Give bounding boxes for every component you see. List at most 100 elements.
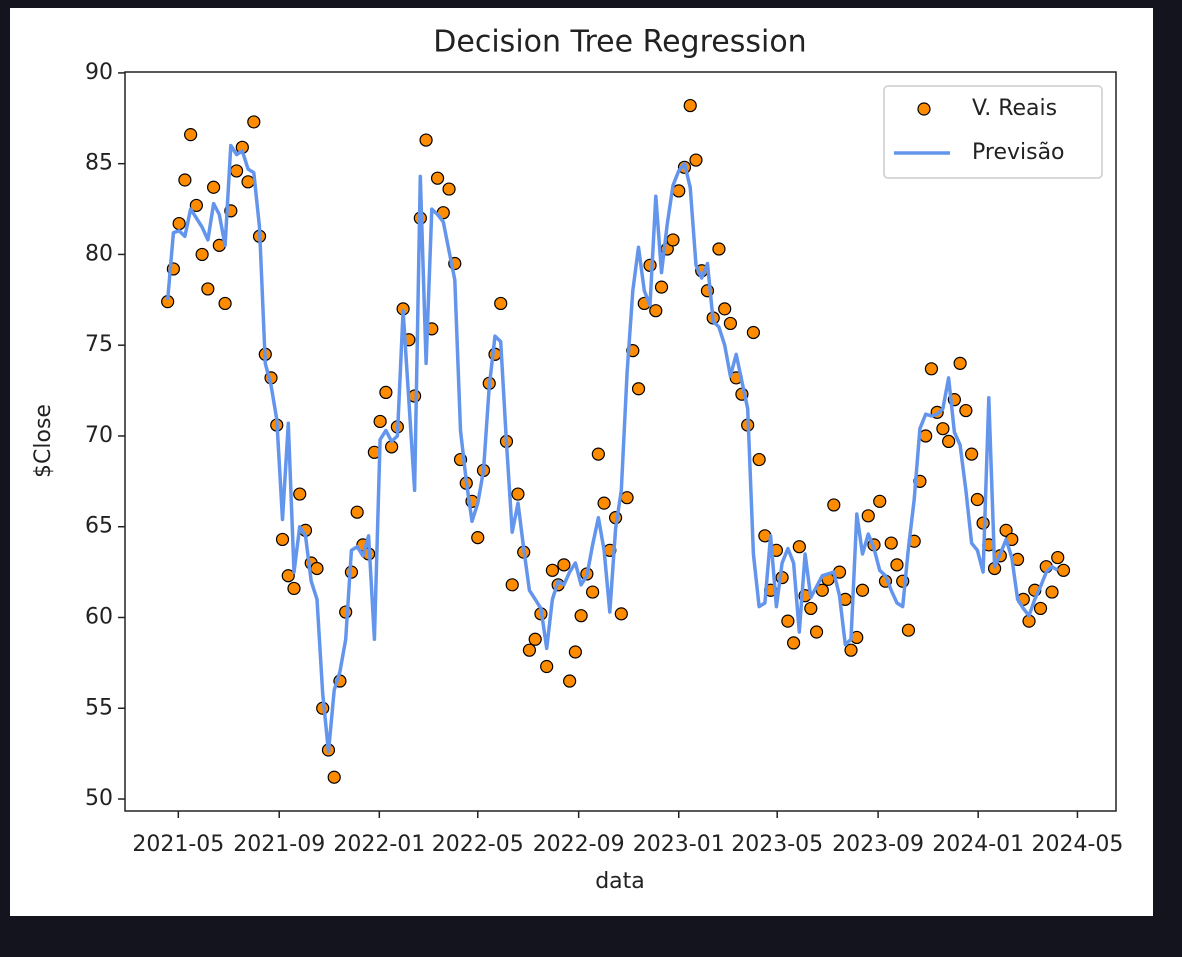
data-point: [786, 636, 801, 650]
line-series: [165, 143, 1059, 754]
data-point: [373, 414, 387, 429]
data-point: [884, 536, 898, 550]
data-point: [746, 325, 760, 340]
data-point: [666, 233, 680, 247]
data-point: [804, 601, 818, 616]
data-point: [953, 356, 967, 370]
data-point: [471, 531, 485, 545]
x-tick-label: 2022-09: [533, 832, 625, 857]
y-tick-label: 80: [85, 241, 113, 266]
data-point: [419, 133, 433, 147]
data-point: [781, 614, 795, 628]
x-tick-label: 2021-05: [132, 832, 224, 857]
y-tick-label: 60: [85, 604, 113, 629]
y-tick-label: 50: [85, 786, 113, 811]
data-point: [792, 540, 806, 554]
data-point: [442, 182, 456, 196]
data-point: [809, 625, 824, 639]
data-point: [195, 247, 209, 262]
data-point: [505, 578, 519, 592]
data-point: [591, 447, 605, 461]
data-point: [494, 296, 508, 311]
data-point: [890, 558, 904, 572]
data-point: [919, 429, 933, 443]
data-point: [522, 643, 537, 657]
data-point: [942, 434, 956, 449]
y-tick-label: 90: [85, 60, 113, 85]
data-point: [597, 496, 611, 510]
data-point: [827, 498, 841, 512]
data-point: [184, 128, 198, 142]
legend-box: [883, 85, 1103, 179]
data-point: [563, 674, 577, 688]
data-point: [959, 403, 973, 418]
data-point: [631, 382, 646, 396]
x-tick-label: 2021-09: [233, 832, 325, 857]
data-point: [229, 164, 244, 178]
data-point: [643, 258, 657, 272]
data-point: [901, 623, 916, 637]
data-point: [844, 643, 858, 657]
data-point: [201, 282, 215, 296]
x-tick-label: 2024-01: [932, 832, 1024, 857]
data-point: [293, 487, 307, 501]
data-point: [189, 198, 203, 213]
data-point: [683, 98, 697, 113]
data-point: [350, 505, 364, 519]
legend: V. Reais Previsão: [883, 85, 1103, 179]
data-point: [649, 304, 663, 318]
data-point: [752, 452, 766, 467]
data-point: [540, 659, 554, 674]
data-point: [568, 645, 582, 659]
x-tick-label: 2024-05: [1031, 832, 1123, 857]
data-point: [620, 491, 634, 505]
data-point: [723, 316, 738, 331]
x-tick-label: 2023-09: [832, 832, 924, 857]
data-point: [430, 171, 445, 185]
x-tick-label: 2022-01: [333, 832, 425, 857]
x-tick-label: 2023-05: [731, 832, 823, 857]
data-point: [614, 607, 628, 621]
data-point: [241, 175, 255, 189]
x-tick-label: 2022-05: [432, 832, 524, 857]
data-point: [1045, 585, 1059, 599]
data-point: [327, 770, 341, 784]
y-axis-label: $Close: [31, 404, 56, 478]
data-point: [654, 280, 669, 294]
data-point: [178, 173, 192, 187]
data-point: [861, 509, 875, 523]
data-point: [689, 153, 703, 167]
axes-frame: [124, 71, 1117, 812]
x-tick-label: 2023-01: [633, 832, 725, 857]
data-point: [936, 422, 950, 436]
x-axis-label: data: [595, 869, 645, 894]
data-point: [287, 581, 301, 596]
y-tick-label: 65: [85, 514, 113, 539]
data-point: [924, 362, 939, 376]
data-point: [545, 563, 560, 577]
legend-swatch: [917, 102, 931, 116]
legend-label: Previsão: [972, 140, 1065, 165]
data-point: [873, 494, 887, 508]
data-point: [1056, 563, 1071, 577]
data-point: [712, 242, 726, 256]
data-point: [528, 632, 542, 646]
legend-label: V. Reais: [972, 96, 1057, 121]
data-point: [281, 569, 295, 583]
data-point: [586, 585, 600, 599]
y-tick-label: 70: [85, 423, 113, 448]
data-point: [247, 115, 261, 129]
data-point: [511, 487, 525, 501]
data-point: [172, 216, 186, 231]
data-point: [206, 180, 221, 194]
y-tick-label: 75: [85, 332, 113, 357]
data-point: [970, 492, 984, 507]
data-point: [965, 447, 979, 461]
data-point: [1051, 550, 1065, 565]
data-point: [1033, 601, 1048, 616]
data-point: [855, 583, 870, 597]
y-tick-label: 85: [85, 151, 113, 176]
data-point: [557, 558, 571, 572]
data-point: [275, 532, 290, 547]
